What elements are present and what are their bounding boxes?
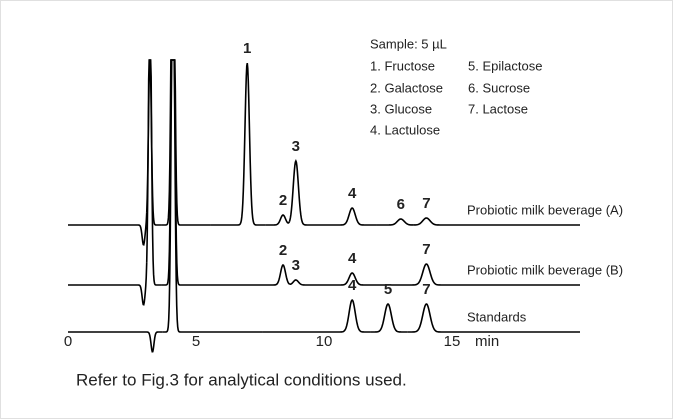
x-tick-label: 15 [444, 333, 461, 350]
footnote: Refer to Fig.3 for analytical conditions… [76, 370, 407, 389]
x-tick-label: 5 [192, 333, 200, 350]
peak-label: 4 [348, 250, 357, 267]
trace-peak [262, 298, 371, 333]
legend-item: 3. Glucose [370, 101, 432, 116]
series-name: Probiotic milk beverage (B) [467, 262, 623, 277]
legend-item: 2. Galactose [370, 80, 443, 95]
trace-peak [162, 59, 263, 333]
peak-label: 2 [279, 242, 287, 259]
trace-peak [68, 212, 148, 246]
peak-label: 3 [292, 138, 300, 155]
series-name: Standards [467, 309, 527, 324]
trace-peak [407, 303, 580, 333]
legend-title: Sample: 5 µL [370, 36, 447, 51]
peak-label: 5 [384, 281, 392, 298]
trace-peak [210, 62, 266, 226]
trace-peak [68, 331, 163, 353]
peak-label: 1 [243, 40, 251, 57]
legend-item: 7. Lactose [468, 101, 528, 116]
legend-item: 6. Sucrose [468, 80, 530, 95]
x-axis-label: min [475, 333, 499, 350]
x-tick-label: 10 [316, 333, 333, 350]
trace-peak [389, 263, 580, 286]
trace-peak [288, 158, 324, 226]
legend-item: 5. Epilactose [468, 58, 542, 73]
legend-item: 1. Fructose [370, 58, 435, 73]
trace-peak [413, 217, 580, 226]
series-name: Probiotic milk beverage (A) [467, 202, 623, 217]
peak-label: 2 [279, 192, 287, 209]
peak-label: 6 [397, 196, 405, 213]
peak-label: 7 [422, 241, 430, 258]
peak-label: 7 [422, 281, 430, 298]
x-tick-label: 0 [64, 333, 72, 350]
peak-label: 3 [292, 257, 300, 274]
peak-label: 4 [348, 185, 357, 202]
trace-peak [68, 262, 148, 306]
trace-peak [145, 59, 162, 286]
trace-peak [289, 279, 324, 286]
trace-peak [228, 264, 290, 286]
peak-label: 7 [422, 195, 430, 212]
peak-label: 4 [348, 277, 357, 294]
trace-peak [324, 207, 377, 226]
trace-peak [370, 303, 408, 333]
trace-peak [376, 218, 414, 226]
legend-item: 4. Lactulose [370, 122, 440, 137]
trace-peak [324, 272, 390, 286]
trace-peak [265, 214, 291, 226]
